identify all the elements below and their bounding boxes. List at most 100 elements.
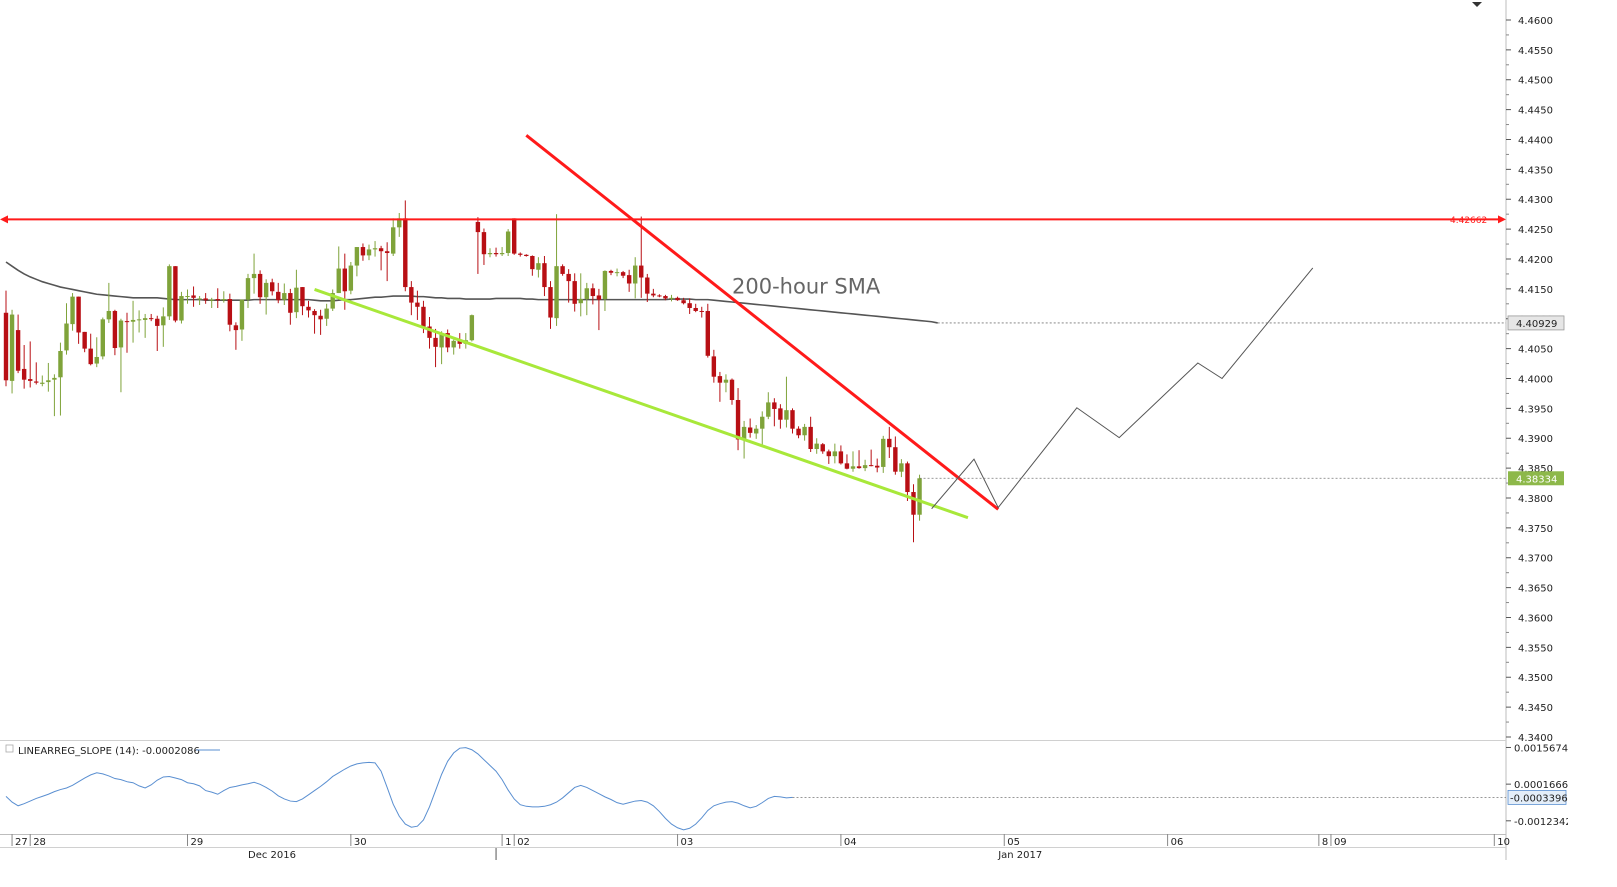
candle-up — [784, 376, 789, 428]
price-tick-label: 4.3950 — [1518, 404, 1553, 415]
price-tick-label: 4.4050 — [1518, 345, 1553, 356]
candle-body — [233, 325, 239, 331]
candle-body — [747, 427, 753, 433]
candle-down — [300, 287, 305, 316]
candle-up — [136, 310, 142, 333]
time-tick-label: 05 — [1007, 837, 1020, 848]
candle-body — [868, 465, 874, 467]
sma-price-tag — [1507, 315, 1565, 331]
candle-down — [360, 243, 366, 261]
candle-body — [34, 381, 39, 383]
chevron-down-icon[interactable] — [1472, 2, 1482, 7]
candle-body — [481, 232, 487, 255]
candle-body — [493, 253, 499, 255]
candle-body — [76, 296, 81, 333]
candle-up — [578, 273, 583, 317]
candle-body — [40, 382, 45, 384]
candle-up — [669, 294, 674, 302]
candle-up — [814, 438, 819, 454]
candle-body — [862, 465, 868, 469]
candle-body — [626, 275, 632, 284]
candle-body — [693, 307, 698, 311]
candle-up — [94, 337, 99, 368]
candle-up — [330, 289, 335, 311]
price-chart[interactable]: 200-hour SMA 4.46004.45504.45004.44504.4… — [0, 0, 1568, 860]
candle-body — [306, 306, 311, 311]
candle-body — [263, 282, 269, 298]
candle-body — [512, 218, 517, 254]
candle-body — [421, 306, 426, 327]
price-tick-label: 4.3750 — [1518, 524, 1553, 535]
candle-up — [554, 214, 559, 326]
candle-down — [312, 309, 317, 334]
candle-down — [149, 313, 154, 322]
price-tick-label: 4.3550 — [1518, 643, 1553, 654]
projection-path — [931, 267, 1314, 510]
candle-body — [191, 295, 196, 298]
price-tick-label: 4.4000 — [1518, 374, 1553, 385]
time-tick-label: 1 — [505, 837, 511, 848]
candle-body — [784, 410, 789, 420]
candle-down — [778, 404, 783, 429]
candle-up — [754, 425, 759, 439]
candle-down — [868, 449, 874, 467]
candle-body — [802, 426, 807, 436]
candle-down — [711, 349, 717, 383]
candle-up — [850, 451, 856, 472]
candle-body — [52, 377, 57, 380]
candle-body — [415, 302, 420, 307]
candle-down — [173, 266, 178, 323]
candle-body — [64, 323, 69, 351]
candle-body — [288, 293, 293, 313]
candle-body — [881, 438, 886, 467]
candle-up — [209, 297, 214, 308]
candle-body — [300, 287, 305, 307]
candle-down — [826, 449, 831, 464]
candle-up — [372, 241, 378, 257]
chart-workspace: 200-hour SMA 4.4600 4.4550 4.4500 4.4450 4.4… — [0, 0, 1568, 860]
candle-body — [729, 379, 735, 401]
candle-body — [366, 249, 372, 256]
candle-down — [203, 293, 208, 304]
candle-up — [832, 443, 838, 464]
time-tick-label: 29 — [191, 837, 204, 848]
candle-body — [197, 298, 202, 300]
candle-up — [439, 331, 444, 365]
candle-down — [481, 228, 487, 265]
candle-up — [130, 300, 136, 343]
time-tick-label: 03 — [681, 837, 694, 848]
candle-up — [263, 279, 269, 315]
candle-up — [58, 342, 63, 416]
candle-up — [282, 283, 287, 305]
candle-body — [124, 321, 130, 323]
price-tick-label: 4.3800 — [1518, 494, 1553, 505]
candle-up — [294, 269, 299, 319]
candle-body — [155, 318, 160, 326]
candle-up — [760, 411, 765, 446]
candle-body — [118, 320, 124, 348]
candle-body — [675, 297, 680, 301]
candle-body — [820, 444, 825, 452]
price-tick-label: 4.4200 — [1518, 255, 1553, 266]
indicator-tick-label: -0.0012342 — [1514, 817, 1568, 828]
candle-body — [590, 288, 596, 297]
sma-200-line — [5, 261, 938, 324]
candle-down — [717, 371, 723, 402]
price-tick-label: 4.3700 — [1518, 554, 1553, 565]
linreg-slope-line — [5, 747, 793, 831]
candle-body — [324, 308, 329, 319]
candle-up — [451, 339, 456, 355]
candle-up — [118, 318, 124, 393]
candle-up — [397, 212, 402, 237]
candle-body — [614, 272, 620, 274]
candle-body — [620, 272, 626, 276]
candle-down — [687, 298, 692, 314]
candle-up — [766, 392, 771, 420]
candle-body — [723, 379, 729, 383]
candle-body — [566, 273, 571, 282]
candle-body — [844, 463, 850, 469]
candle-down — [790, 408, 795, 434]
candle-down — [772, 398, 777, 427]
candle-up — [348, 261, 354, 295]
candle-down — [620, 270, 626, 279]
